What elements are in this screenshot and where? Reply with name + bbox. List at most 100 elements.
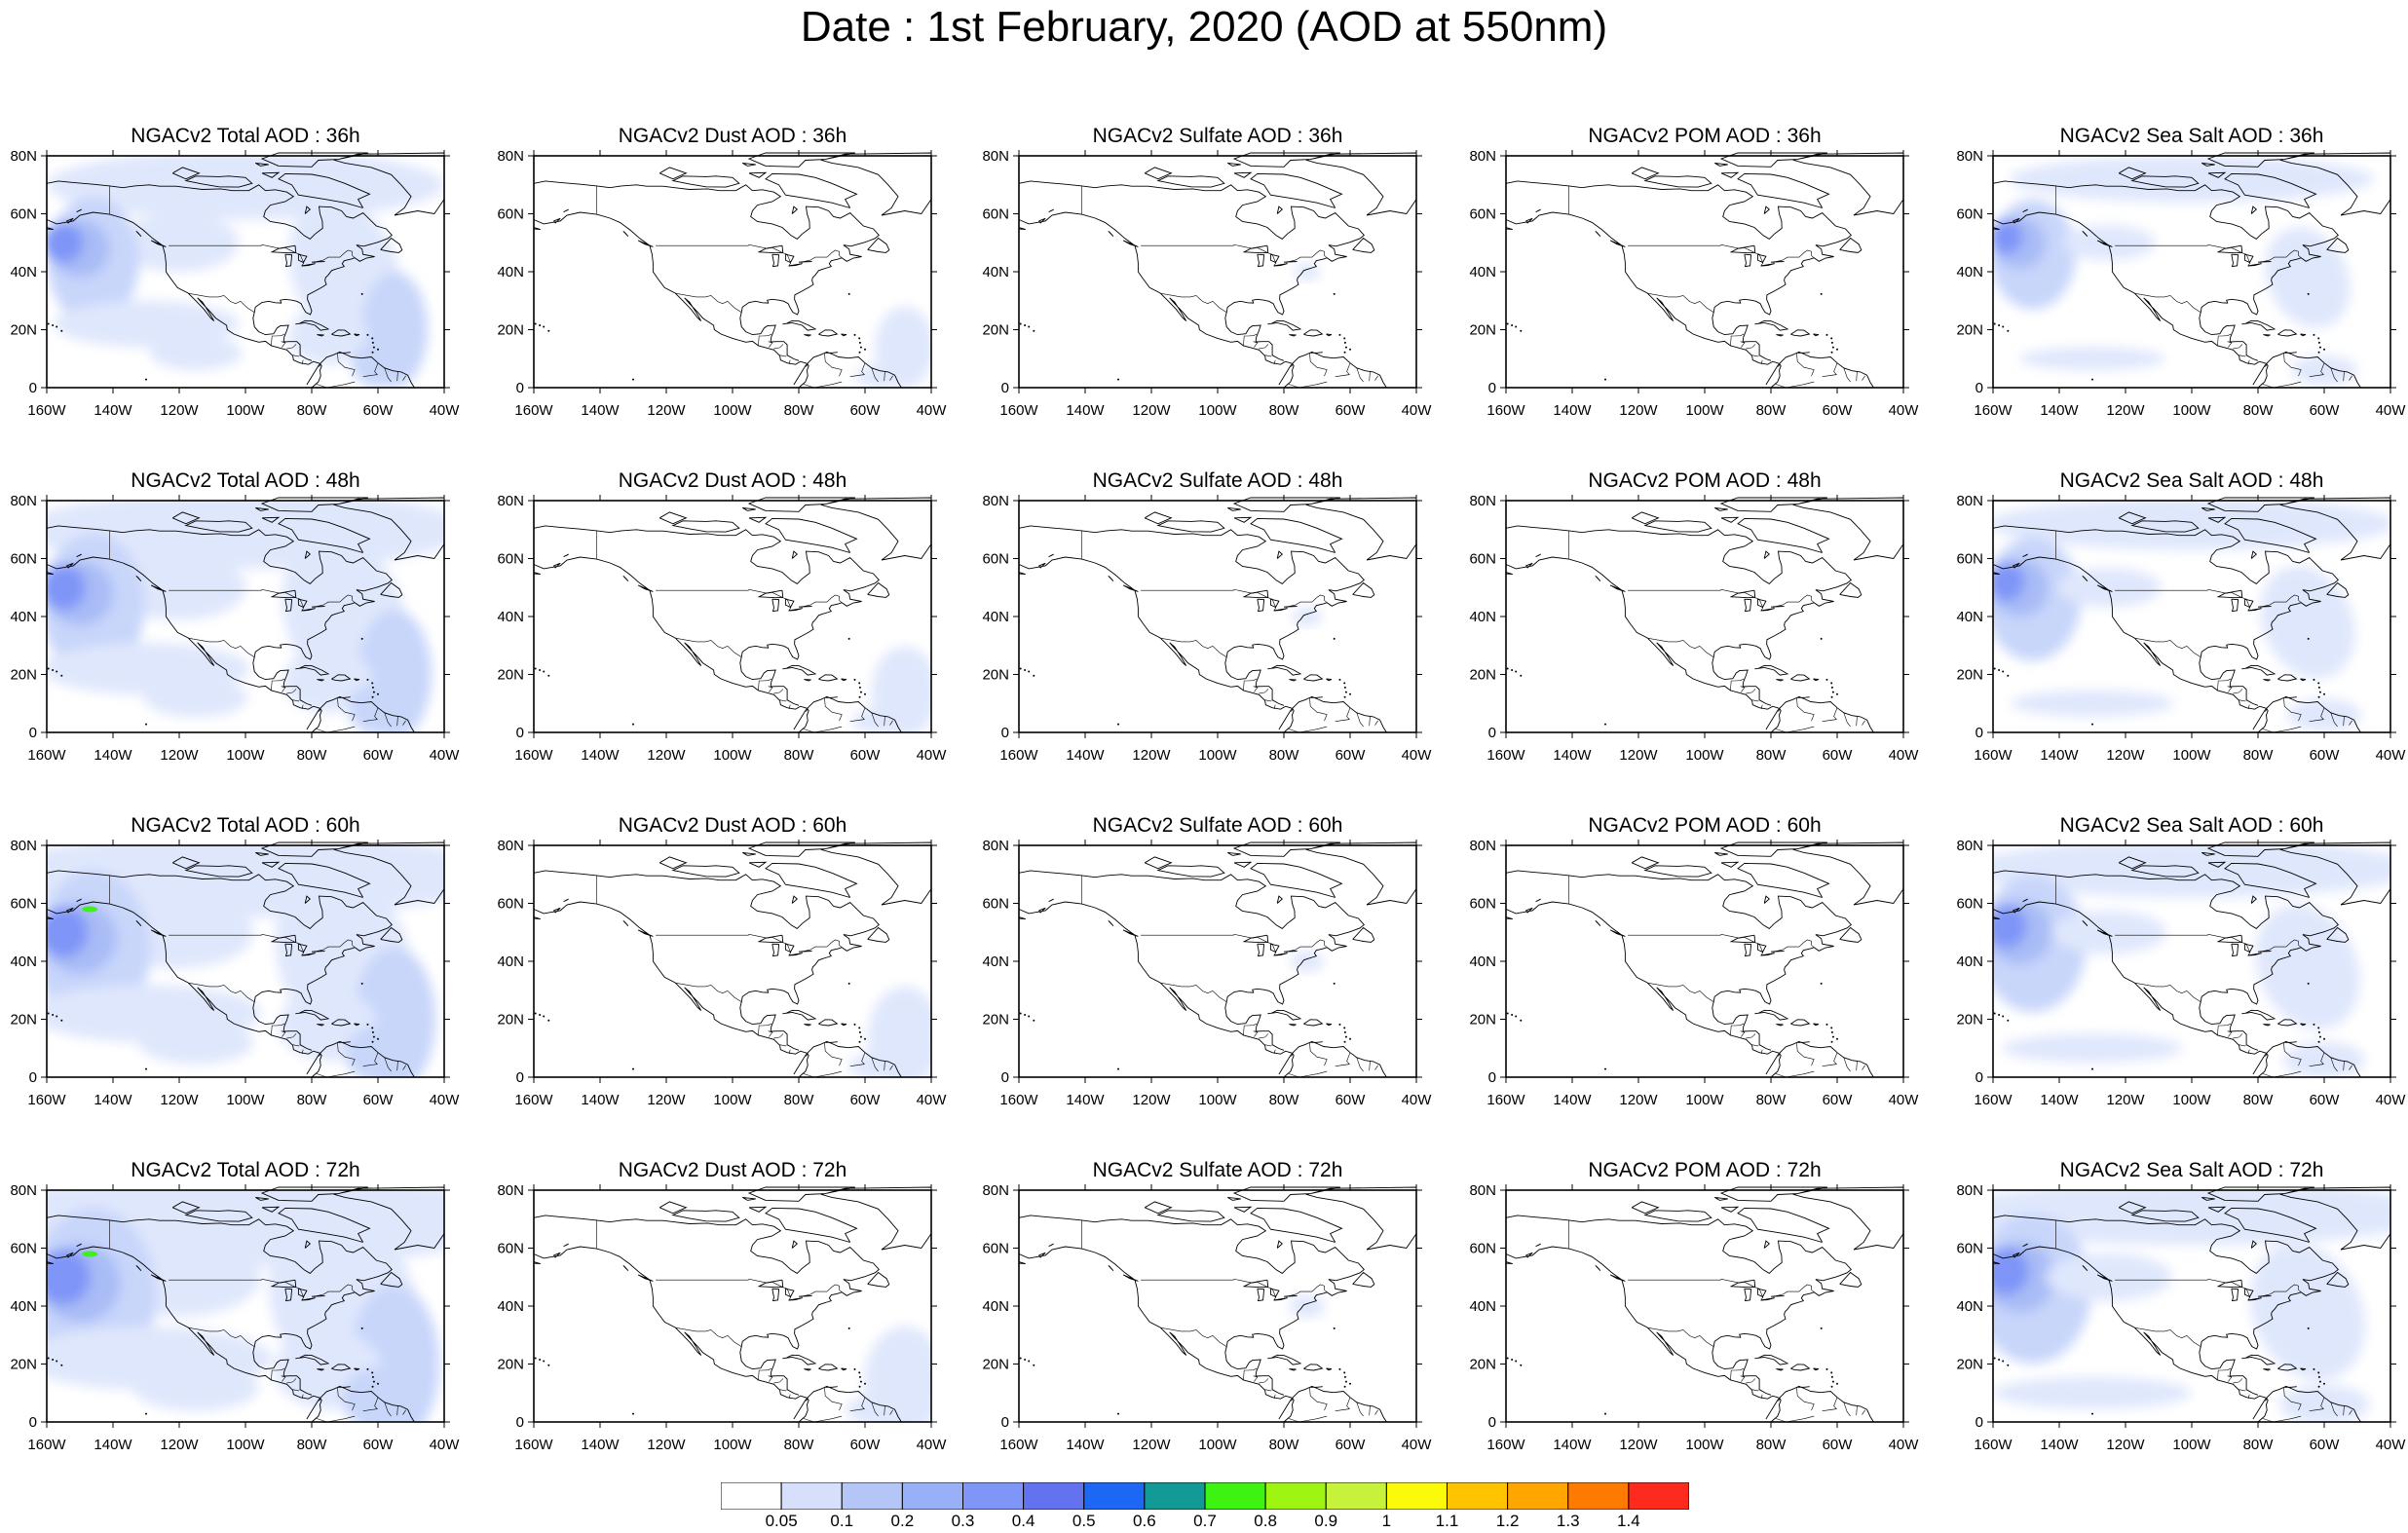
island <box>1998 669 2001 672</box>
map-panel: 80N 60N 40N 20N 0 160W 140W 120W 100W 80W 60W 40W <box>10 493 460 764</box>
island <box>2318 691 2321 693</box>
lat-tick-label: 80N <box>1469 838 1496 854</box>
island <box>1515 1360 1518 1363</box>
lon-tick-label: 40W <box>917 747 948 764</box>
lat-tick-label: 60N <box>497 1241 524 1257</box>
island <box>1825 678 1828 681</box>
aod-region <box>1993 1190 2390 1246</box>
island <box>539 1014 542 1017</box>
island <box>2007 1019 2010 1022</box>
lon-tick-label: 60W <box>850 1437 882 1453</box>
island <box>1830 351 1833 354</box>
colorbar-labels: 0.05 0.1 0.2 0.3 0.4 0.5 0.6 0.7 0.8 0.9 1 1.1 1.2 1.… <box>721 1512 1689 1533</box>
lon-tick-label: 100W <box>2172 402 2211 419</box>
aod-region <box>351 341 405 388</box>
lon-tick-label: 120W <box>2106 1437 2145 1453</box>
island <box>371 341 374 344</box>
lon-tick-label: 80W <box>1269 1437 1300 1453</box>
aod-region <box>137 1021 254 1065</box>
colorbar-swatch <box>1628 1482 1689 1510</box>
lon-tick-label: 120W <box>2106 747 2145 764</box>
island <box>543 670 546 673</box>
island <box>1343 1030 1346 1033</box>
aod-region <box>2291 355 2357 386</box>
lon-tick-label: 120W <box>647 747 686 764</box>
colorbar-swatch <box>780 1482 843 1510</box>
lon-tick-label: 120W <box>2106 402 2145 419</box>
island <box>1344 1380 1347 1383</box>
island <box>2317 695 2320 698</box>
lon-tick-label: 60W <box>363 1092 395 1108</box>
island <box>1830 1375 1833 1378</box>
island <box>2317 1040 2320 1043</box>
lat-tick-label: 60N <box>982 896 1009 913</box>
colorbar-swatch <box>1083 1482 1146 1510</box>
aod-shading <box>1993 1190 2390 1422</box>
island <box>1998 1359 2001 1362</box>
island <box>1343 1371 1346 1374</box>
lon-tick-label: 120W <box>160 1092 199 1108</box>
lat-tick-label: 80N <box>497 493 524 509</box>
aod-peak <box>82 1251 98 1257</box>
lon-tick-label: 120W <box>1619 402 1658 419</box>
lon-tick-label: 160W <box>514 747 553 764</box>
island <box>47 322 50 325</box>
island <box>1343 1040 1346 1043</box>
lat-tick-label: 20N <box>1469 1357 1496 1373</box>
lat-tick-label: 40N <box>1956 609 1983 625</box>
coastline <box>1018 841 1417 1078</box>
island <box>2317 351 2320 354</box>
lon-tick-label: 80W <box>1756 402 1787 419</box>
country-border <box>1081 875 1378 1078</box>
island <box>60 1019 63 1022</box>
map-panel: 80N 60N 40N 20N 0 160W 140W 120W 100W 80W 60W 40W <box>497 493 947 764</box>
map-panel: 80N 60N 40N 20N 0 160W 140W 120W 100W 80W 60W 40W <box>497 1182 947 1453</box>
colorbar-swatch <box>1204 1482 1266 1510</box>
island <box>1028 670 1031 673</box>
country-border <box>1081 185 1378 389</box>
island <box>1825 333 1828 336</box>
lon-tick-label: 140W <box>1553 1437 1592 1453</box>
aod-region <box>2265 227 2351 328</box>
aod-shading <box>47 845 444 1077</box>
island <box>1343 341 1346 344</box>
lon-tick-label: 120W <box>1132 402 1171 419</box>
aod-region <box>1290 950 1324 973</box>
island <box>1338 1367 1341 1370</box>
island <box>2091 378 2093 381</box>
lon-tick-label: 80W <box>297 1092 328 1108</box>
island <box>360 292 363 295</box>
island <box>2323 1037 2325 1040</box>
island <box>864 1382 866 1385</box>
island <box>372 1380 375 1383</box>
lon-tick-label: 100W <box>1685 747 1724 764</box>
lat-tick-label: 60N <box>982 1241 1009 1257</box>
island <box>847 637 850 640</box>
island <box>864 1037 866 1040</box>
colorbar-label: 1 <box>1381 1512 1392 1530</box>
lon-tick-label: 140W <box>94 402 132 419</box>
island <box>2307 1327 2310 1329</box>
map-panel: 80N 60N 40N 20N 0 160W 140W 120W 100W 80W 60W 40W <box>497 148 947 419</box>
island <box>547 1019 550 1022</box>
island <box>539 324 542 327</box>
island <box>1333 1327 1336 1329</box>
lat-tick-label: 20N <box>1469 1012 1496 1028</box>
lat-tick-label: 80N <box>982 148 1009 165</box>
island <box>1343 686 1346 689</box>
lon-tick-label: 160W <box>1974 1092 2013 1108</box>
island <box>47 667 50 670</box>
aod-shading <box>1290 950 1324 973</box>
island <box>371 695 374 698</box>
panel-title: NGACv2 Total AOD : 60h <box>131 814 360 837</box>
lat-tick-label: 20N <box>982 1357 1009 1373</box>
aod-region <box>283 648 373 713</box>
lon-tick-label: 120W <box>647 1437 686 1453</box>
island <box>547 674 550 677</box>
lon-tick-label: 140W <box>94 747 132 764</box>
colorbar-swatch <box>1023 1482 1085 1510</box>
aod-region <box>2062 225 2156 261</box>
island <box>1993 667 1996 670</box>
island <box>1019 322 1022 325</box>
lat-tick-label: 20N <box>1956 667 1983 684</box>
